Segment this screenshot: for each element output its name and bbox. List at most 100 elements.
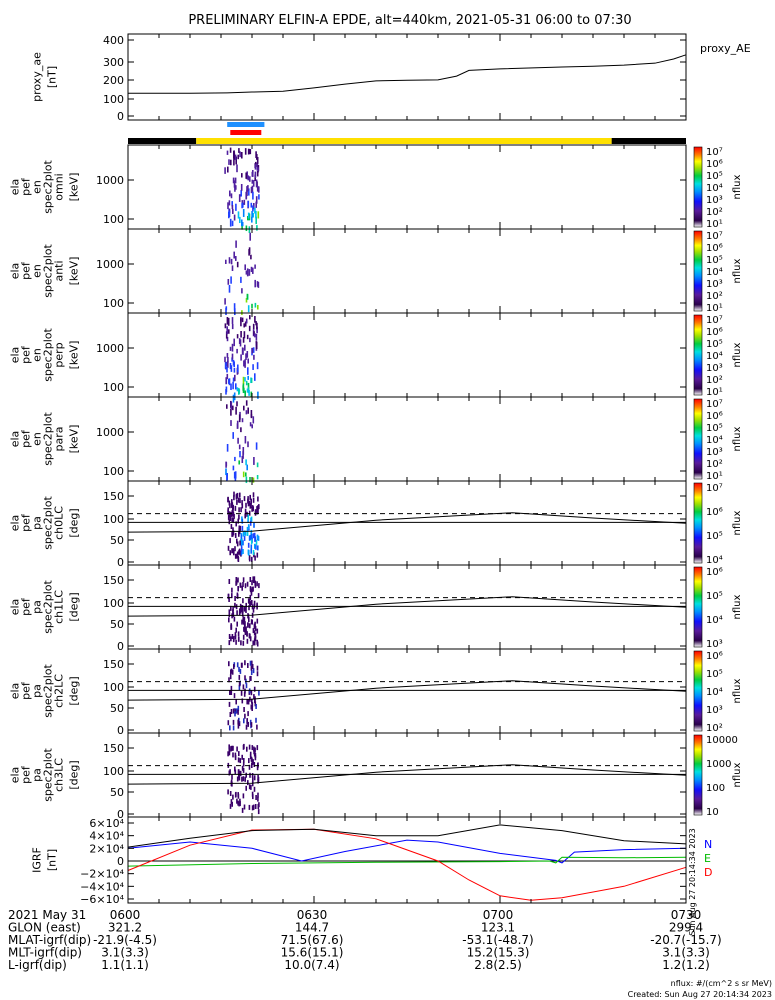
pa-panel-1-flux-pixel: [248, 555, 251, 560]
igrf-tick-label: −6×10⁴: [80, 893, 124, 906]
spec-panel-4-flux-pixel: [226, 444, 229, 452]
spec-panel-3-colorbar-tick: 10¹: [706, 387, 723, 398]
pa-panel-1-flux-pixel: [236, 499, 238, 505]
footer-row-value: 15.2(15.3): [467, 946, 530, 960]
spec-panel-2-flux-pixel: [225, 259, 227, 264]
spec-panel-3-flux-pixel: [224, 323, 227, 329]
pa-panel-1-flux-pixel: [247, 514, 250, 520]
spec-panel-1-flux-pixel: [245, 225, 248, 232]
pa-panel-4-flux-pixel: [247, 780, 249, 786]
pa-panel-2-flux-pixel: [240, 640, 242, 646]
pa-panel-3-flux-pixel: [229, 712, 232, 717]
spec-panel-2-flux-pixel: [257, 281, 260, 288]
pa-panel-1-flux-pixel: [239, 525, 242, 531]
pa-panel-1-flux-pixel: [234, 505, 237, 511]
pa-panel-4-flux-pixel: [257, 796, 259, 802]
spec-panel-4-flux-pixel: [252, 477, 255, 483]
pa-panel-4-flux-pixel: [250, 784, 252, 790]
pa-panel-2-flux-pixel: [242, 634, 245, 640]
pa-panel-4-flux-pixel: [249, 772, 251, 778]
pa-panel-3-flux-pixel: [255, 704, 257, 709]
pa-panel-3-flux-pixel: [238, 685, 241, 691]
pa-panel-1-flux-pixel: [234, 546, 236, 552]
spec-panel-2-flux-pixel: [230, 276, 232, 284]
spec-panel-1-flux-pixel: [228, 210, 231, 218]
spec-panel-4-flux-pixel: [250, 410, 253, 418]
spec-panel-4-flux-pixel: [247, 441, 249, 448]
pa-panel-1-tick-label: 150: [103, 490, 124, 503]
pa-panel-1-flux-pixel: [252, 533, 255, 539]
pa-panel-3-flux-pixel: [247, 711, 249, 717]
pa-panel-3-colorbar-tick: 10⁴: [706, 687, 723, 698]
spec-panel-3-flux-pixel: [244, 390, 246, 397]
igrf-panel: IGRF [nT] 6×10⁴4×10⁴2×10⁴0−2×10⁴−4×10⁴−6×1…: [31, 816, 712, 906]
pa-panel-4-flux-pixel: [248, 744, 251, 750]
pa-panel-1-flux-pixel: [229, 538, 231, 544]
pa-panel-2-flux-pixel: [228, 640, 231, 646]
spec-panel-1-flux-pixel: [228, 200, 231, 206]
pa-panel-3-flux-pixel: [236, 662, 239, 668]
pa-panel-3-loss-cone-curve: [127, 680, 687, 701]
spec-panel-2-flux-pixel: [252, 267, 254, 274]
spec-panel-3-flux-pixel: [253, 331, 255, 336]
pa-panel-4-flux-pixel: [248, 784, 251, 790]
spec-panel-4-flux-pixel: [249, 422, 252, 427]
pa-panel-2-flux-pixel: [246, 638, 249, 644]
spec-panel-4-colorbar-tick: 10²: [706, 459, 723, 470]
pa-panel-2-flux-pixel: [248, 598, 250, 604]
proxy-ae-frame: [127, 33, 687, 121]
pa-panel-3-flux-pixel: [249, 660, 252, 666]
footer-row-value: 144.7: [295, 921, 329, 935]
pa-panel-4-flux-pixel: [251, 763, 253, 768]
spec-panel-4-flux-pixel: [249, 477, 251, 483]
spec-panel-3-flux-pixel: [241, 347, 244, 355]
proxy-ae-ylabel-line: [nT]: [46, 66, 59, 88]
pa-panel-1-flux-pixel: [257, 535, 260, 541]
spec-panel-4-flux-pixel: [252, 416, 255, 424]
pa-panel-2-ylabel-line: ela: [9, 599, 22, 616]
spec-panel-1-flux-pixel: [239, 151, 241, 158]
pa-panel-2-flux-pixel: [242, 619, 245, 625]
pa-panel-2-flux-pixel: [245, 608, 247, 613]
pa-panel-2-flux-pixel: [238, 636, 240, 642]
pa-panel-1-flux-pixel: [232, 517, 235, 523]
pa-panel-1-flux-pixel: [257, 508, 259, 514]
side-timestamp: Sun Aug 27 20:14:34 2023: [688, 828, 697, 935]
pa-panel-3-flux-pixel: [245, 724, 248, 730]
science-zone-blue-bar: [227, 122, 265, 127]
pa-panel-1-frame: [127, 480, 687, 566]
spec-panel-3-flux-pixel: [226, 353, 229, 358]
spec-panel-3-flux-pixel: [238, 388, 240, 395]
pa-panel-3-ylabel-line: ela: [9, 683, 22, 700]
pa-panel-3-tick-label: 100: [103, 681, 124, 694]
pa-panel-4-flux-pixel: [246, 746, 248, 752]
spec-panel-4-tick-label: 100: [103, 465, 124, 478]
pa-panel-3-flux-pixel: [232, 708, 235, 714]
pa-panel-4-flux-pixel: [243, 758, 245, 763]
pa-panel-4-ylabel-line: [deg]: [68, 760, 81, 789]
pa-panel-4-ylabel-line: ch3LC: [53, 758, 66, 792]
spec-panel-3-flux-pixel: [224, 356, 226, 363]
pa-panel-4-flux-pixel: [253, 751, 256, 757]
pa-panel-2-flux-pixel: [242, 577, 245, 583]
spec-panel-3-flux-pixel: [247, 367, 249, 375]
pa-panel-4-flux-pixel: [256, 745, 259, 751]
pa-panel-1-flux-pixel: [232, 531, 234, 537]
pa-panel-3-flux-pixel: [228, 677, 230, 683]
pa-panel-1-flux-pixel: [231, 510, 234, 515]
pa-panel-1-flux-pixel: [238, 525, 241, 531]
pa-panel-1-flux-pixel: [252, 497, 255, 503]
proxy-ae-tick-label: 0: [117, 110, 124, 123]
spec-panel-3-flux-pixel: [249, 337, 251, 343]
pa-panel-3-flux-pixel: [231, 669, 234, 675]
spec-panel-1-flux-pixel: [226, 150, 229, 155]
pa-panel-3-flux-pixel: [252, 668, 255, 674]
pa-panel-4-flux-pixel: [238, 775, 241, 781]
pa-panel-1-ylabel-line: [deg]: [68, 508, 81, 537]
proxy-ae-tick-label: 200: [103, 74, 124, 87]
pa-panel-2-flux-pixel: [234, 602, 236, 608]
pa-panel-4-colorbar-tick: 10: [706, 807, 719, 818]
spec-panel-1-flux-pixel: [243, 199, 246, 205]
spec-panel-3-flux-pixel: [246, 388, 249, 393]
